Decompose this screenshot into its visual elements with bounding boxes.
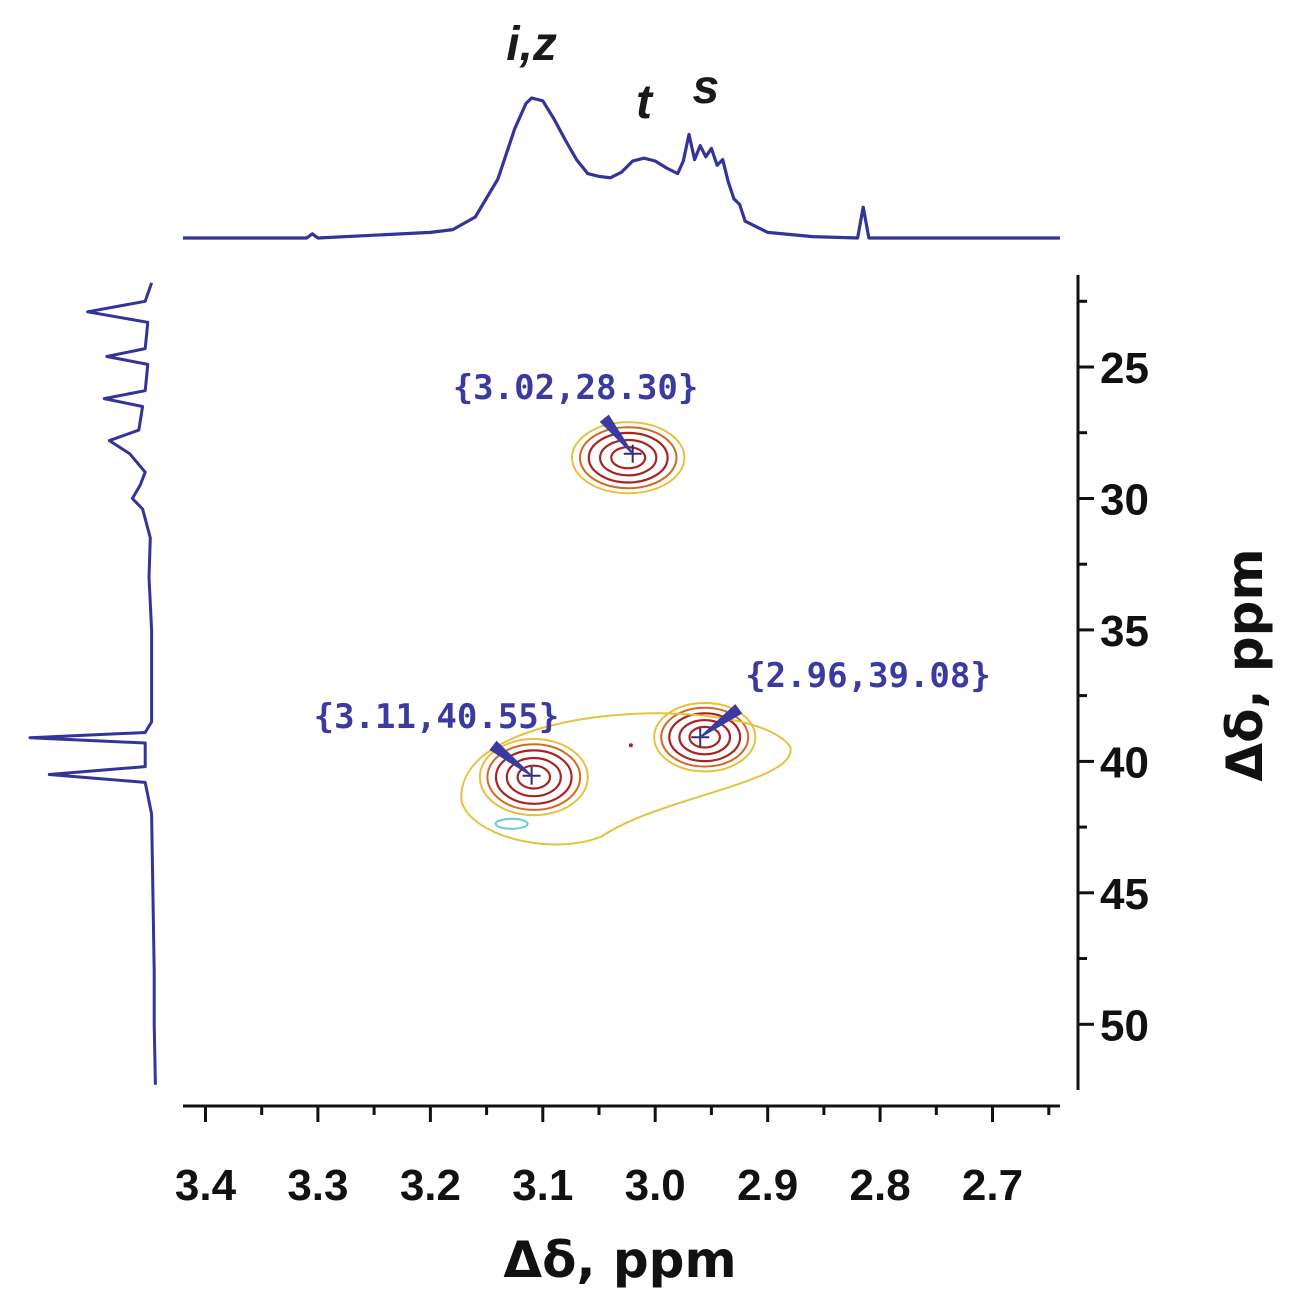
x-tick-label-5: 2.9 — [737, 1161, 798, 1210]
contour-peak-2-level-0 — [653, 702, 757, 773]
x-tick-label-6: 2.8 — [850, 1161, 911, 1210]
contour-negative — [494, 817, 529, 830]
contour-peak-1-level-0 — [478, 738, 589, 817]
y-tick-label-4: 45 — [1100, 870, 1149, 919]
peak-label-2: s — [692, 61, 719, 114]
y-axis: 25 30 35 40 45 50 — [1076, 275, 1149, 1090]
y-tick-label-1: 30 — [1100, 476, 1149, 525]
contour-peak-2-level-3 — [678, 719, 732, 756]
contour-speck — [628, 743, 633, 748]
contour-peak-0-level-3 — [599, 438, 658, 477]
x-tick-label-0: 3.4 — [175, 1161, 237, 1210]
contour-peak-1-level-2 — [494, 749, 573, 805]
contour-peak-0-level-1 — [578, 426, 678, 490]
y-tick-label-5: 50 — [1100, 1001, 1149, 1050]
contour-peak-1-level-3 — [505, 756, 562, 798]
y-tick-label-0: 25 — [1100, 344, 1149, 393]
peak-label-1: t — [636, 76, 654, 129]
cross-peak-annotations: {3.02,28.30} {3.11,40.55} {2.96,39.08} — [314, 368, 991, 777]
y-axis-title: Δδ, ppm — [1216, 548, 1274, 781]
x-tick-label-4: 3.0 — [625, 1161, 686, 1210]
contour-peak-2-level-2 — [668, 712, 742, 763]
contour-plot — [460, 421, 792, 846]
top-projection-trace — [183, 96, 1060, 240]
annotation-arrow-1 — [489, 740, 533, 777]
x-tick-label-3: 3.1 — [512, 1161, 573, 1210]
projection-peak-labels: i,z t s — [506, 18, 719, 129]
contour-peak-1-level-1 — [486, 743, 582, 811]
left-projection — [28, 282, 157, 1085]
x-tick-label-2: 3.2 — [400, 1161, 461, 1210]
contour-peak-1-level-4 — [516, 764, 552, 790]
left-projection-trace — [28, 282, 157, 1085]
annotation-arrow-2 — [699, 704, 743, 738]
contour-peak-0-level-2 — [587, 431, 669, 484]
annotation-label-0: {3.02,28.30} — [453, 368, 699, 408]
x-axis-title: Δδ, ppm — [503, 1231, 736, 1289]
x-tick-label-7: 2.7 — [962, 1161, 1023, 1210]
contour-peak-2-level-4 — [688, 725, 721, 749]
y-tick-label-3: 40 — [1100, 738, 1149, 787]
contour-peak-0-level-0 — [571, 421, 686, 495]
contour-bridge-envelope — [460, 712, 792, 846]
x-axis: 3.4 3.3 3.2 3.1 3.0 2.9 2.8 2.7 — [175, 1104, 1060, 1210]
top-projection — [183, 96, 1060, 240]
annotation-label-2: {2.96,39.08} — [745, 656, 991, 696]
peak-label-0: i,z — [506, 18, 557, 71]
x-tick-label-1: 3.3 — [287, 1161, 348, 1210]
y-tick-label-2: 35 — [1100, 607, 1149, 656]
contour-peak-2-level-1 — [660, 706, 750, 768]
annotation-label-1: {3.11,40.55} — [314, 697, 560, 737]
annotation-arrow-0 — [599, 414, 634, 455]
